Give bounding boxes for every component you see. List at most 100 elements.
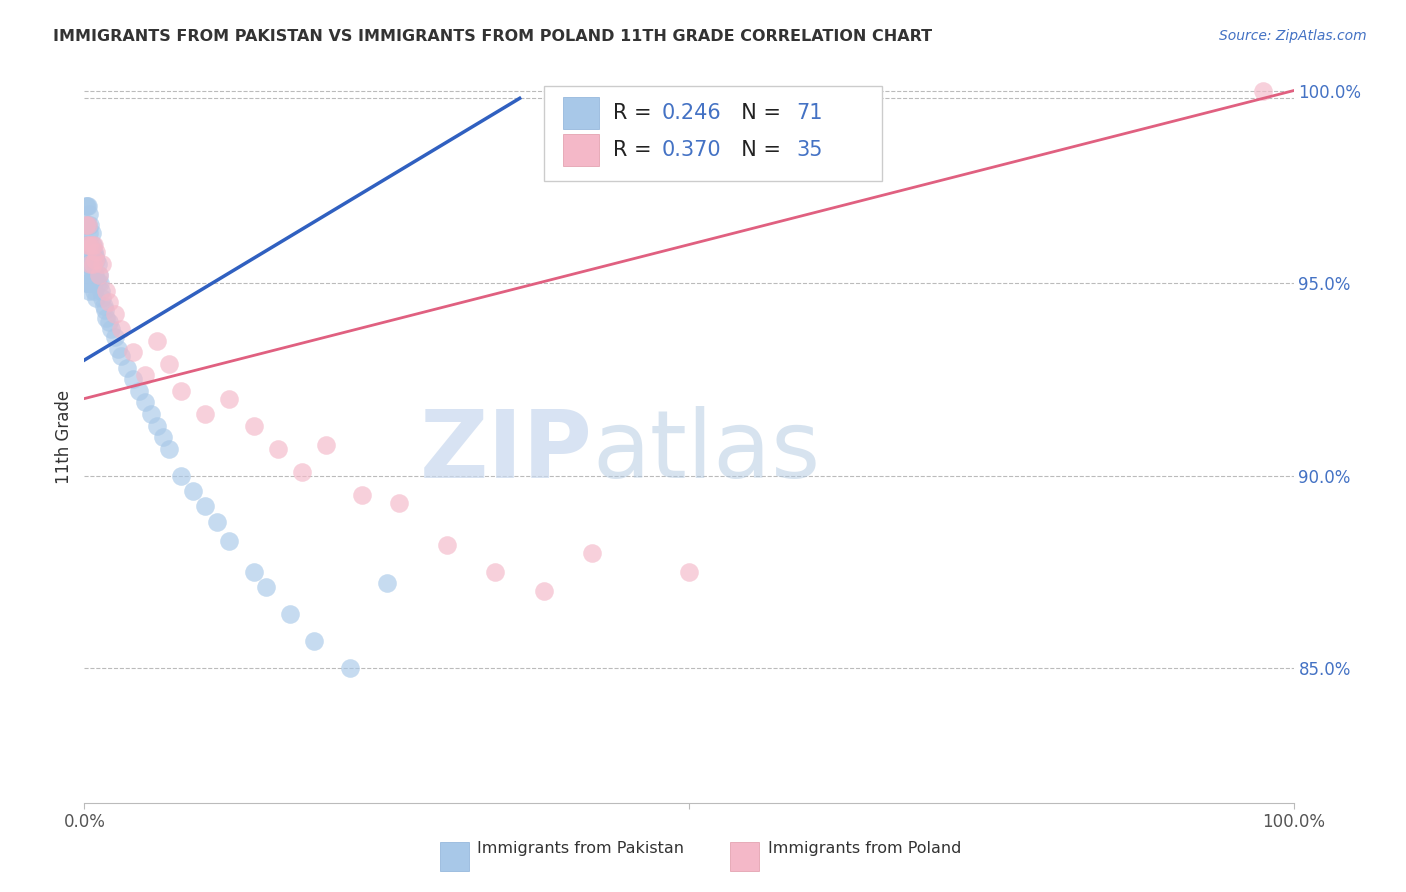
- Point: [315, 438, 337, 452]
- Point: [194, 407, 217, 421]
- Text: 35: 35: [797, 140, 823, 160]
- Point: [97, 295, 120, 310]
- Point: [533, 584, 555, 599]
- Point: [77, 237, 100, 252]
- Text: N =: N =: [728, 140, 787, 160]
- Point: [110, 349, 132, 363]
- Text: Source: ZipAtlas.com: Source: ZipAtlas.com: [1219, 29, 1367, 43]
- Text: atlas: atlas: [592, 406, 821, 498]
- Point: [80, 237, 103, 252]
- Point: [76, 219, 98, 233]
- Point: [77, 264, 100, 278]
- Point: [80, 226, 103, 240]
- Point: [339, 661, 361, 675]
- Point: [86, 245, 108, 260]
- Point: [75, 237, 97, 252]
- Point: [375, 576, 398, 591]
- Point: [82, 257, 104, 271]
- Text: IMMIGRANTS FROM PAKISTAN VS IMMIGRANTS FROM POLAND 11TH GRADE CORRELATION CHART: IMMIGRANTS FROM PAKISTAN VS IMMIGRANTS F…: [53, 29, 932, 44]
- Point: [181, 483, 204, 498]
- Point: [134, 368, 156, 383]
- Text: N =: N =: [728, 103, 787, 123]
- Point: [77, 284, 100, 298]
- Point: [218, 392, 240, 406]
- Text: Immigrants from Pakistan: Immigrants from Pakistan: [478, 840, 685, 855]
- Point: [83, 264, 105, 278]
- Point: [86, 252, 108, 267]
- FancyBboxPatch shape: [564, 134, 599, 166]
- Point: [218, 534, 240, 549]
- Text: R =: R =: [613, 103, 658, 123]
- Point: [87, 268, 110, 283]
- Point: [242, 565, 264, 579]
- Point: [291, 465, 314, 479]
- Point: [75, 257, 97, 271]
- Point: [157, 357, 180, 371]
- Point: [77, 226, 100, 240]
- Point: [82, 276, 104, 290]
- Point: [267, 442, 290, 456]
- Point: [75, 276, 97, 290]
- Point: [121, 372, 143, 386]
- Point: [79, 257, 101, 271]
- Point: [75, 219, 97, 233]
- Point: [77, 219, 100, 233]
- Point: [87, 268, 110, 283]
- Point: [80, 264, 103, 278]
- Point: [86, 272, 108, 286]
- Point: [76, 199, 98, 213]
- Point: [84, 268, 107, 283]
- Point: [83, 245, 105, 260]
- Point: [388, 495, 411, 509]
- Point: [75, 219, 97, 233]
- Point: [75, 199, 97, 213]
- Point: [79, 237, 101, 252]
- Point: [77, 207, 100, 221]
- Point: [79, 219, 101, 233]
- Point: [83, 284, 105, 298]
- Point: [91, 292, 114, 306]
- FancyBboxPatch shape: [564, 97, 599, 129]
- Point: [82, 257, 104, 271]
- Point: [436, 538, 458, 552]
- Text: ZIP: ZIP: [419, 406, 592, 498]
- Point: [90, 284, 112, 298]
- Point: [104, 307, 127, 321]
- Point: [76, 237, 98, 252]
- Point: [86, 276, 108, 290]
- Point: [139, 407, 162, 421]
- Point: [83, 237, 105, 252]
- Point: [76, 276, 98, 290]
- Point: [242, 418, 264, 433]
- Point: [115, 360, 138, 375]
- Point: [77, 257, 100, 271]
- Point: [89, 276, 111, 290]
- Point: [254, 580, 277, 594]
- Point: [100, 322, 122, 336]
- Point: [84, 252, 107, 267]
- Point: [79, 276, 101, 290]
- Point: [207, 515, 229, 529]
- Point: [134, 395, 156, 409]
- Point: [678, 565, 700, 579]
- Point: [302, 634, 325, 648]
- Point: [94, 310, 117, 325]
- Point: [93, 299, 115, 313]
- Point: [107, 342, 129, 356]
- Point: [146, 334, 169, 348]
- Point: [121, 345, 143, 359]
- Point: [146, 418, 169, 433]
- Text: 71: 71: [797, 103, 823, 123]
- Point: [79, 257, 101, 271]
- Text: Immigrants from Poland: Immigrants from Poland: [768, 840, 960, 855]
- Point: [76, 257, 98, 271]
- Point: [86, 257, 108, 271]
- Text: R =: R =: [613, 140, 658, 160]
- Point: [484, 565, 506, 579]
- Point: [170, 384, 193, 398]
- Point: [94, 284, 117, 298]
- Point: [278, 607, 301, 622]
- Point: [82, 237, 104, 252]
- Point: [128, 384, 150, 398]
- Point: [86, 292, 108, 306]
